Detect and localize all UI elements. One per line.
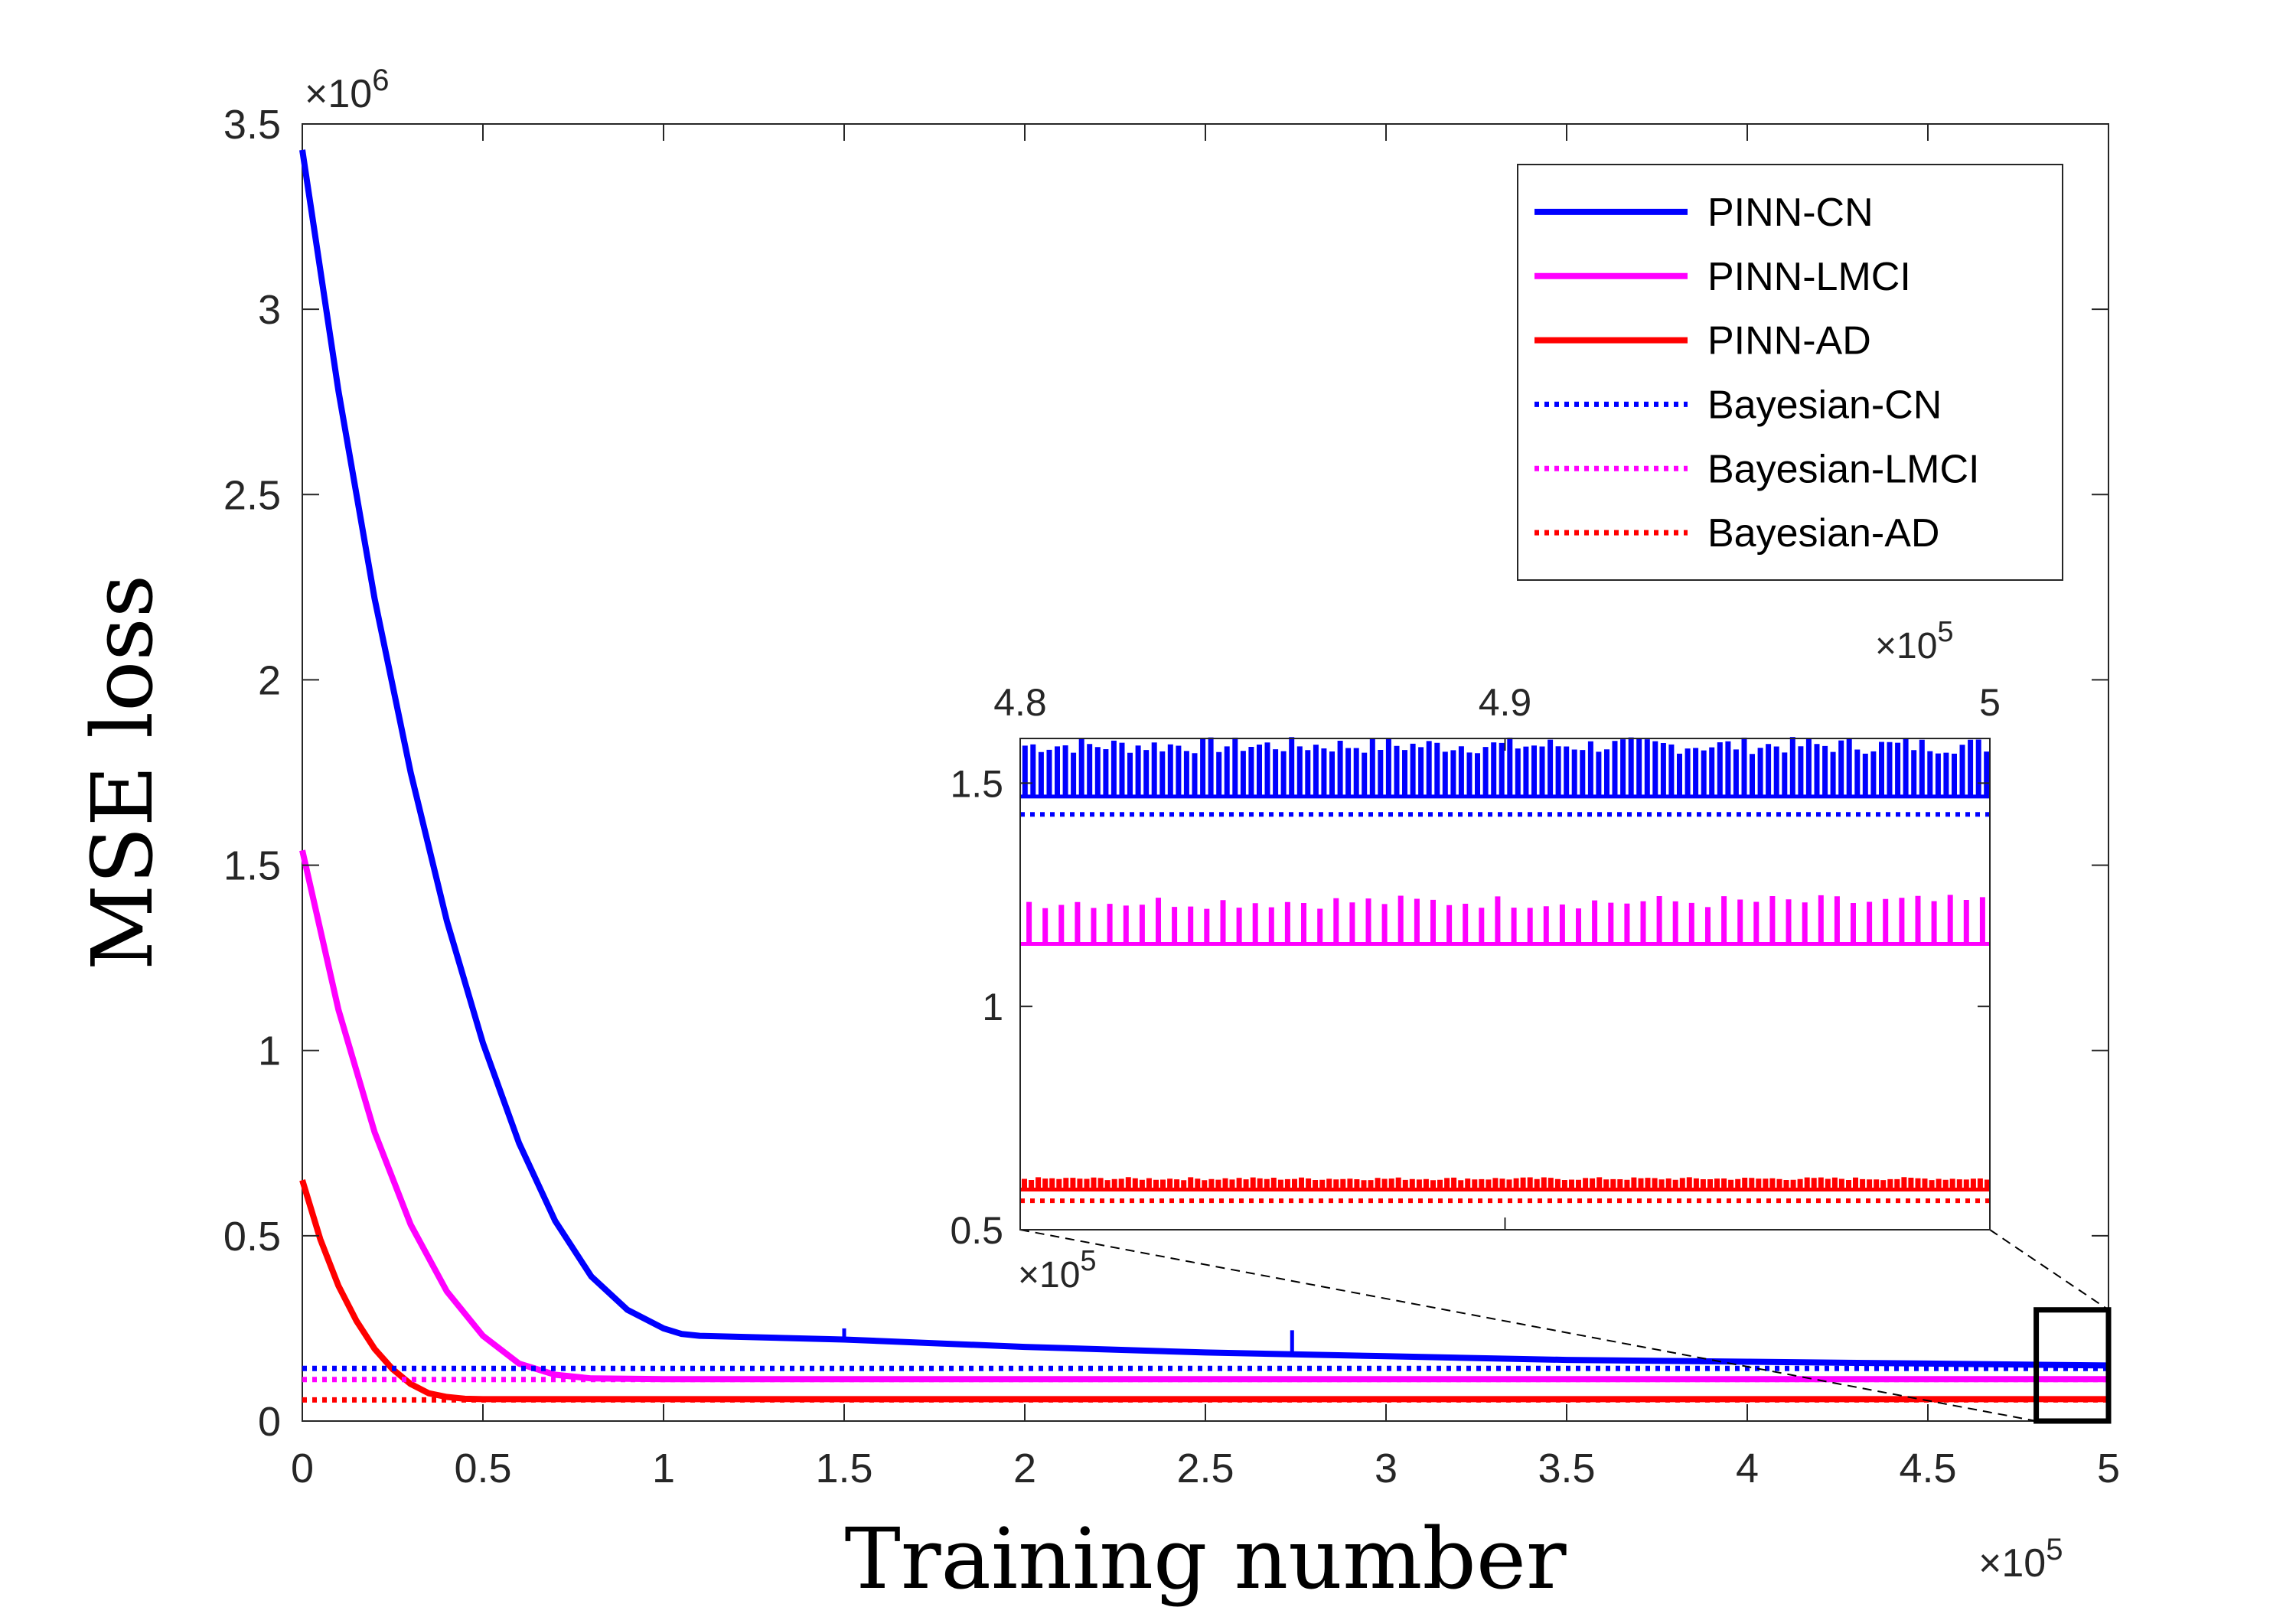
x-tick-label: 3.5 <box>1538 1446 1595 1491</box>
inset-x-tick-label: 4.9 <box>1479 681 1532 724</box>
inset-plot: 4.8 4.9 5 0.5 1 1.5 ×105 ×105 <box>950 616 2000 1296</box>
main-ticks-group: 0 0.5 1 1.5 2 2.5 3 3.5 4 4.5 5 0 0.5 1 1.5 2 2.5 3 3.5 <box>223 102 2120 1491</box>
inset-x-exponent-top: ×105 <box>1875 616 1954 667</box>
inset-series-pinn-cn <box>1020 737 1990 799</box>
y-tick-label: 2.5 <box>223 472 281 518</box>
legend-label-pinn-lmci: PINN-LMCI <box>1707 255 1911 299</box>
series-line-pinn-ad <box>299 1179 2108 1403</box>
inset-ticks-group: 4.8 4.9 5 0.5 1 1.5 <box>950 681 2000 1252</box>
y-tick-label: 0 <box>258 1399 281 1445</box>
main-plot-area: 0 0.5 1 1.5 2 2.5 3 3.5 4 4.5 5 0 0.5 1 1.5 2 2.5 3 3.5 <box>223 102 2120 1491</box>
x-tick-label: 0.5 <box>454 1446 511 1491</box>
x-tick-label: 4.5 <box>1899 1446 1956 1491</box>
x-tick-label: 0 <box>291 1446 314 1491</box>
x-tick-label: 1 <box>652 1446 675 1491</box>
x-tick-label: 2.5 <box>1176 1446 1234 1491</box>
legend-label-pinn-cn: PINN-CN <box>1707 191 1874 235</box>
x-axis-label: Training number <box>844 1510 1566 1607</box>
y-tick-label: 1.5 <box>223 843 281 889</box>
inset-series-pinn-ad <box>1020 1177 1990 1191</box>
y-tick-label: 1 <box>258 1028 281 1074</box>
legend-label-bayesian-ad: Bayesian-AD <box>1707 511 1939 556</box>
legend-label-bayesian-cn: Bayesian-CN <box>1707 383 1942 427</box>
legend-label-bayesian-lmci: Bayesian-LMCI <box>1707 447 1979 491</box>
inset-y-tick-label: 0.5 <box>950 1209 1003 1252</box>
x-tick-label: 2 <box>1013 1446 1036 1491</box>
legend-box <box>1517 164 2063 581</box>
y-tick-label: 3 <box>258 287 281 333</box>
inset-y-tick-label: 1.5 <box>950 762 1003 805</box>
x-tick-label: 1.5 <box>815 1446 872 1491</box>
legend-label-pinn-ad: PINN-AD <box>1707 319 1871 363</box>
x-tick-label: 5 <box>2097 1446 2120 1491</box>
y-tick-label: 0.5 <box>223 1214 281 1260</box>
inset-x-exponent-bottom: ×105 <box>1018 1245 1097 1296</box>
inset-background <box>1020 738 1990 1230</box>
x-tick-label: 4 <box>1736 1446 1759 1491</box>
zoom-region-group <box>1019 1229 2112 1424</box>
series-line-pinn-cn <box>299 149 2109 1369</box>
y-axis-exponent: ×106 <box>305 64 389 116</box>
zoom-connector-right <box>1989 1229 2109 1311</box>
inset-y-tick-label: 1 <box>982 986 1003 1028</box>
x-tick-label: 3 <box>1375 1446 1397 1491</box>
inset-x-tick-label: 5 <box>1979 681 2001 724</box>
inset-series-group <box>1020 737 1990 1204</box>
inset-x-tick-label: 4.8 <box>993 681 1047 724</box>
series-line-pinn-lmci <box>299 849 2108 1383</box>
y-axis-label: MSE loss <box>73 575 171 971</box>
zoom-rectangle <box>2033 1307 2112 1424</box>
y-tick-label: 2 <box>258 657 281 703</box>
x-axis-exponent: ×105 <box>1978 1533 2063 1586</box>
inset-series-pinn-lmci <box>1020 895 1990 946</box>
main-series-group <box>299 149 2109 1403</box>
legend: PINN-CN PINN-LMCI PINN-AD Bayesian-CN Bayesi… <box>1517 164 2063 581</box>
zoom-connector-left <box>1019 1229 2037 1422</box>
y-tick-label: 3.5 <box>223 102 281 148</box>
